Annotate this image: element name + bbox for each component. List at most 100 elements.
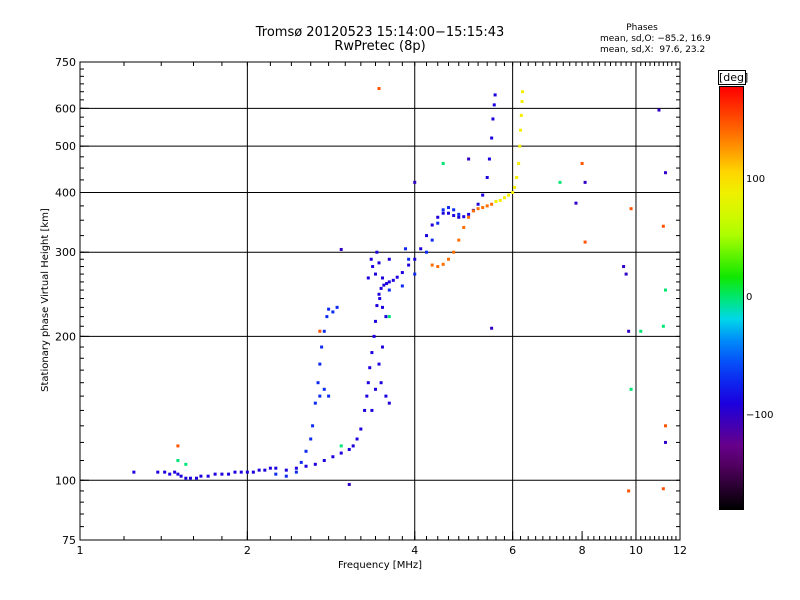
- data-point: [583, 240, 587, 244]
- x-tick-label: 1: [77, 544, 84, 557]
- data-point: [173, 470, 177, 474]
- data-point: [622, 265, 626, 269]
- data-point: [379, 286, 383, 290]
- data-point: [452, 214, 456, 218]
- data-point: [339, 451, 343, 455]
- data-point: [490, 326, 494, 330]
- data-point: [379, 381, 383, 385]
- data-point: [519, 113, 523, 117]
- data-point: [184, 462, 188, 466]
- data-point: [274, 466, 278, 470]
- data-point: [339, 444, 343, 448]
- data-point: [513, 185, 517, 189]
- data-point: [515, 175, 519, 179]
- data-point: [220, 472, 224, 476]
- phases-x-mode-stats: mean, sd,X: 97.6, 23.2: [600, 45, 706, 55]
- data-point: [251, 470, 255, 474]
- data-points: [132, 87, 667, 493]
- data-point: [377, 87, 381, 91]
- data-point: [492, 103, 496, 107]
- data-point: [263, 468, 267, 472]
- data-point: [425, 234, 429, 238]
- data-point: [457, 238, 461, 242]
- y-axis-label: Stationary phase Virtual Height [km]: [40, 208, 51, 392]
- data-point: [425, 250, 429, 254]
- data-point: [373, 387, 377, 391]
- data-point: [366, 381, 370, 385]
- data-point: [347, 482, 351, 486]
- grid-lines: [80, 62, 680, 540]
- data-point: [378, 297, 382, 301]
- data-point: [318, 329, 322, 333]
- data-point: [476, 202, 480, 206]
- data-point: [430, 263, 434, 267]
- data-point: [413, 257, 417, 261]
- data-point: [407, 263, 411, 267]
- data-point: [294, 466, 298, 470]
- data-point: [629, 207, 633, 211]
- data-point: [316, 381, 320, 385]
- x-axis-label: Frequency [MHz]: [337, 560, 423, 571]
- data-point: [322, 329, 326, 333]
- phases-title: Phases: [626, 23, 658, 33]
- data-point: [452, 208, 456, 212]
- data-point: [168, 472, 172, 476]
- data-point: [384, 315, 388, 319]
- data-point: [375, 304, 379, 308]
- data-point: [368, 366, 372, 370]
- data-point: [395, 275, 399, 279]
- data-point: [304, 449, 308, 453]
- data-point: [313, 462, 317, 466]
- data-point: [176, 472, 180, 476]
- data-point: [375, 250, 379, 254]
- data-point: [382, 283, 386, 287]
- data-point: [363, 408, 367, 412]
- data-point: [322, 458, 326, 462]
- data-point: [485, 204, 489, 208]
- data-point: [322, 387, 326, 391]
- data-point: [446, 257, 450, 261]
- data-point: [467, 157, 471, 161]
- data-point: [518, 144, 522, 148]
- colorbar-unit-label: [deg]: [718, 70, 749, 85]
- data-point: [268, 466, 272, 470]
- y-tick-label: 400: [55, 186, 76, 199]
- data-point: [257, 468, 261, 472]
- data-point: [661, 324, 665, 328]
- data-point: [233, 470, 237, 474]
- data-point: [320, 345, 324, 349]
- data-point: [373, 319, 377, 323]
- data-point: [446, 206, 450, 210]
- data-point: [574, 201, 578, 205]
- data-point: [663, 171, 667, 175]
- data-point: [370, 351, 374, 355]
- data-point: [419, 247, 423, 251]
- data-point: [491, 117, 495, 121]
- data-point: [365, 394, 369, 398]
- data-point: [318, 362, 322, 366]
- chart-subtitle: RwPretec (8p): [334, 39, 426, 54]
- data-point: [132, 470, 136, 474]
- data-point: [441, 208, 445, 212]
- data-point: [494, 200, 498, 204]
- data-point: [176, 444, 180, 448]
- data-point: [583, 180, 587, 184]
- data-point: [627, 329, 631, 333]
- data-point: [661, 487, 665, 491]
- data-point: [206, 474, 210, 478]
- data-point: [377, 362, 381, 366]
- data-point: [413, 180, 417, 184]
- data-point: [327, 394, 331, 398]
- y-tick-label: 600: [55, 102, 76, 115]
- data-point: [325, 315, 329, 319]
- data-point: [311, 424, 315, 428]
- data-point: [457, 212, 461, 216]
- data-point: [327, 307, 331, 311]
- x-tick-label: 12: [673, 544, 687, 557]
- data-point: [371, 265, 375, 269]
- data-point: [661, 224, 665, 228]
- data-point: [413, 272, 417, 276]
- data-point: [387, 288, 391, 292]
- x-tick-label: 4: [411, 544, 418, 557]
- data-point: [227, 472, 231, 476]
